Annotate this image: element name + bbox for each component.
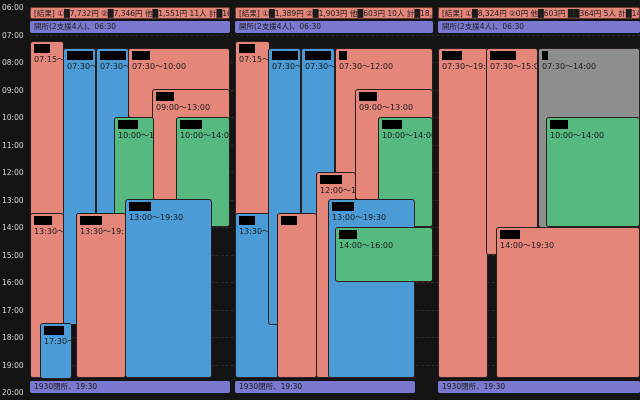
close-bar[interactable]: 1930閉所、19:30 <box>438 381 640 393</box>
shift-time: 12:00〜19:3 <box>320 186 356 195</box>
shift-block[interactable]: 14:00〜16:00 <box>335 227 433 282</box>
shift-block[interactable]: 07:15〜1 <box>30 41 64 216</box>
shift-block[interactable]: 07:30〜19:30 <box>438 48 488 378</box>
shift-time: 07:30〜14:00 <box>542 62 597 71</box>
shift-time: 17:30〜19 <box>44 337 71 346</box>
shift-time: 13:30〜1 <box>239 227 276 236</box>
schedule-column-2: [結果] ①█1,389円 ②█1,903円 他█603円 10人 計█18,8… <box>235 0 433 400</box>
close-bar[interactable]: 1930閉所、19:30 <box>30 381 230 393</box>
shift-time: 07:30〜15:00 <box>490 62 537 71</box>
shift-time: 13:00〜19:30 <box>129 213 184 222</box>
shift-time: 07:30〜19:30 <box>442 62 487 71</box>
open-bar[interactable]: 開所(2支援4人)、06:30 <box>30 21 230 33</box>
result-summary: [結果] ①█1,389円 ②█1,903円 他█603円 10人 計█18,8… <box>235 7 433 19</box>
shift-block[interactable] <box>277 213 317 378</box>
shift-block[interactable]: 14:00〜19:30 <box>496 227 640 378</box>
hour-label: 15:00 <box>2 251 24 260</box>
hour-label: 10:00 <box>2 113 24 122</box>
shift-time: 13:00〜19:30 <box>332 213 387 222</box>
shift-block[interactable]: 10:00〜14:00 <box>176 117 230 227</box>
shift-time: 09:00〜13:00 <box>156 103 211 112</box>
hour-label: 16:00 <box>2 278 24 287</box>
hour-label: 18:00 <box>2 333 24 342</box>
shift-block[interactable]: 07:15〜1 <box>235 41 270 216</box>
shift-time: 10:00〜14:00 <box>550 131 605 140</box>
shift-time: 07:15〜1 <box>34 55 63 64</box>
schedule-column-3: [結果] ①█8,324円 ②0円 他█603円 ██364円 5人 計█14,… <box>438 0 640 400</box>
result-summary: [結果] ①█7,732円 ②█7,346円 他█1,551円 11人 計█16… <box>30 7 230 19</box>
shift-block[interactable]: 10:00〜14:00 <box>546 117 640 227</box>
shift-time: 13:30〜19: <box>80 227 124 236</box>
shift-time: 07:30〜1 <box>67 62 95 71</box>
shift-block[interactable]: 07:30〜15:00 <box>486 48 538 255</box>
hour-label: 11:00 <box>2 141 24 150</box>
result-summary: [結果] ①█8,324円 ②0円 他█603円 ██364円 5人 計█14,… <box>438 7 640 19</box>
shift-time: 07:30〜 <box>305 62 335 71</box>
open-bar[interactable]: 開所(2支援4人)、06:30 <box>438 21 640 33</box>
shift-time: 13:30〜1 <box>34 227 63 236</box>
shift-time: 07:30〜10:00 <box>132 62 187 71</box>
schedule-column-1: [結果] ①█7,732円 ②█7,346円 他█1,551円 11人 計█16… <box>30 0 230 400</box>
shift-block[interactable]: 13:00〜19:30 <box>328 199 415 378</box>
shift-block[interactable]: 17:30〜19 <box>40 323 72 379</box>
shift-time: 14:00〜16:00 <box>339 241 394 250</box>
time-axis: 06:00 07:00 08:00 09:00 10:00 11:00 12:0… <box>0 0 30 400</box>
hour-label: 17:00 <box>2 306 24 315</box>
hour-label: 06:00 <box>2 3 24 12</box>
shift-time: 07:30〜12:00 <box>339 62 394 71</box>
shift-time: 07:15〜1 <box>239 55 270 64</box>
hour-label: 14:00 <box>2 223 24 232</box>
shift-time: 10:00〜14:00 <box>180 131 230 140</box>
shift-block[interactable]: 13:30〜19: <box>76 213 126 378</box>
hour-label: 20:00 <box>2 388 24 397</box>
hour-label: 09:00 <box>2 86 24 95</box>
hour-label: 13:00 <box>2 196 24 205</box>
shift-block[interactable]: 13:00〜19:30 <box>125 199 212 378</box>
gridline <box>30 35 640 36</box>
shift-time: 14:00〜19:30 <box>500 241 555 250</box>
close-bar[interactable]: 1930閉所、19:30 <box>235 381 415 393</box>
shift-time: 07:30〜 <box>100 62 129 71</box>
hour-label: 07:00 <box>2 31 24 40</box>
hour-label: 12:00 <box>2 168 24 177</box>
shift-time: 07:30〜 <box>272 62 301 71</box>
shift-time: 10:00〜14:00 <box>382 131 433 140</box>
shift-time: 10:00〜15 <box>118 131 154 140</box>
open-bar[interactable]: 開所(2支援4人)、06:30 <box>235 21 433 33</box>
shift-time: 09:00〜13:00 <box>359 103 414 112</box>
hour-label: 08:00 <box>2 58 24 67</box>
hour-label: 19:00 <box>2 361 24 370</box>
